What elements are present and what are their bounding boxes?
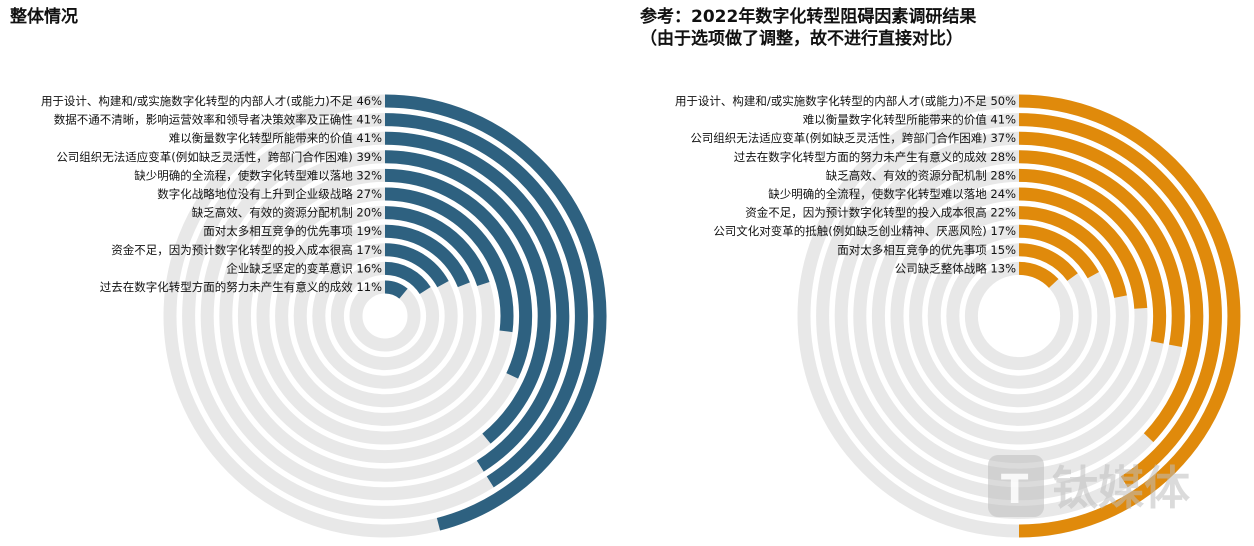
- right-chart-title-line1: 参考：2022年数字化转型阻碍因素调研结果: [640, 7, 977, 27]
- ring-label: 面对太多相互竞争的优先事项 15%: [837, 243, 1016, 257]
- ring-bar: [384, 150, 551, 444]
- watermark-logo-glyph: T: [1001, 467, 1029, 513]
- ring-label: 用于设计、构建和/或实施数字化转型的内部人才(或能力)不足 46%: [41, 94, 382, 108]
- right-chart-title: 参考：2022年数字化转型阻碍因素调研结果 （由于选项做了调整，故不进行直接对比…: [640, 6, 976, 50]
- ring-bar: [384, 131, 570, 472]
- watermark-text: 钛媒体: [1052, 461, 1190, 515]
- ring-bar: [384, 113, 588, 488]
- ring-bar: [384, 280, 408, 299]
- ring-label: 缺乏高效、有效的资源分配机制 20%: [192, 206, 382, 220]
- ring-label: 缺乏高效、有效的资源分配机制 28%: [826, 168, 1016, 182]
- ring-label: 难以衡量数字化转型所能带来的价值 41%: [803, 113, 1016, 127]
- ring-label: 数据不通不清晰，影响运营效率和领导者决策效率及正确性 41%: [54, 113, 382, 127]
- ring-label: 过去在数字化转型方面的努力未产生有意义的成效 28%: [734, 150, 1016, 164]
- watermark-logo-icon: [988, 455, 1044, 517]
- ring-label: 难以衡量数字化转型所能带来的价值 41%: [169, 131, 382, 145]
- ring-label: 用于设计、构建和/或实施数字化转型的内部人才(或能力)不足 50%: [675, 94, 1016, 108]
- ring-bar: [1018, 261, 1059, 289]
- ring-track: [946, 243, 1092, 389]
- ring-bar: [1018, 150, 1185, 348]
- ring-label: 公司组织无法适应变革(例如缺乏灵活性，跨部门合作困难) 37%: [690, 131, 1016, 145]
- ring-label: 资金不足，因为预计数字化转型的投入成本很高 22%: [745, 206, 1016, 220]
- ring-label: 过去在数字化转型方面的努力未产生有意义的成效 11%: [100, 280, 382, 294]
- ring-label: 缺少明确的全流程，使数字化转型难以落地 24%: [768, 187, 1016, 201]
- ring-track: [349, 280, 421, 352]
- watermark: T 钛媒体: [988, 455, 1190, 517]
- ring-label: 缺少明确的全流程，使数字化转型难以落地 32%: [134, 168, 382, 182]
- ring-label: 企业缺乏坚定的变革意识 16%: [226, 261, 382, 275]
- ring-bar: [1018, 187, 1148, 309]
- ring-bar: [384, 261, 431, 295]
- ring-label: 资金不足，因为预计数字化转型的投入成本很高 17%: [111, 243, 382, 257]
- ring-label: 面对太多相互竞争的优先事项 19%: [203, 224, 382, 238]
- ring-bar: [384, 206, 490, 287]
- left-radial-chart: 用于设计、构建和/或实施数字化转型的内部人才(或能力)不足 46% 数据不通不清晰…: [41, 94, 607, 538]
- ring-bar: [384, 94, 607, 531]
- ring-label: 公司文化对变革的抵触(例如缺乏创业精神、厌恶风险) 17%: [713, 224, 1016, 238]
- ring-bar: [1018, 206, 1127, 298]
- ring-label: 公司组织无法适应变革(例如缺乏灵活性，跨部门合作困难) 39%: [56, 150, 382, 164]
- ring-bar: [384, 187, 514, 333]
- ring-bar: [1018, 113, 1222, 488]
- ring-label: 公司缺乏整体战略 13%: [895, 261, 1016, 275]
- ring-bar: [1018, 243, 1078, 282]
- ring-bar: [384, 224, 470, 288]
- right-chart-subtitle: （由于选项做了调整，故不进行直接对比）: [640, 29, 963, 49]
- ring-bar: [1018, 94, 1241, 538]
- right-radial-chart: 用于设计、构建和/或实施数字化转型的内部人才(或能力)不足 50% 难以衡量数字化…: [675, 94, 1241, 538]
- ring-bar: [1018, 168, 1167, 344]
- ring-bar: [384, 243, 449, 288]
- ring-bar: [1018, 224, 1100, 279]
- left-chart-title: 整体情况: [10, 7, 78, 27]
- ring-label: 数字化战略地位没有上升到企业级战略 27%: [157, 187, 382, 201]
- ring-bar: [384, 168, 533, 379]
- ring-bar: [1018, 131, 1204, 443]
